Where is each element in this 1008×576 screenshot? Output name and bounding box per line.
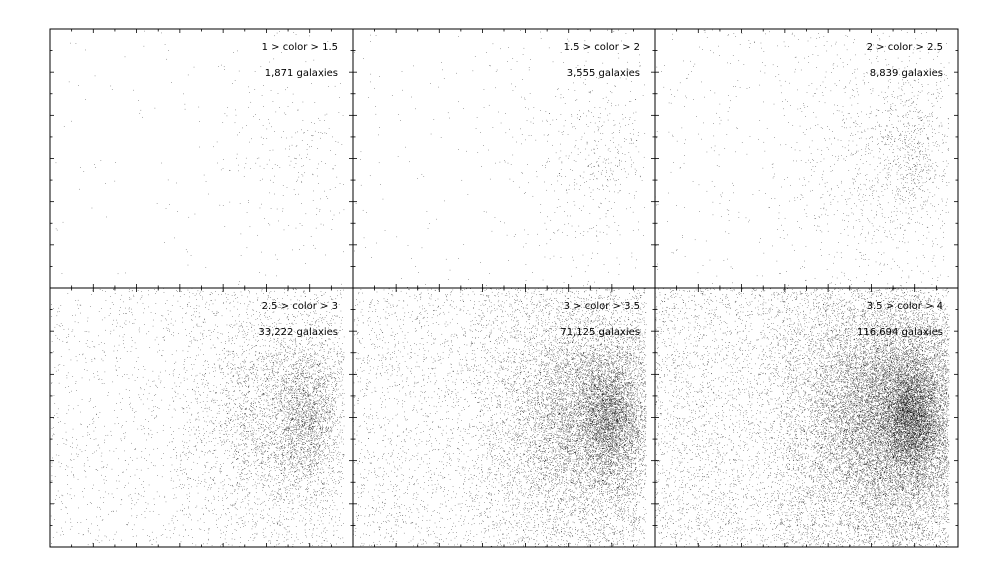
scatter-points xyxy=(50,29,353,288)
color-range-label: 1 > color > 1.5 xyxy=(262,42,338,53)
scatter-density-image xyxy=(50,29,353,288)
panel-4: 2.5 > color > 3 33,222 galaxies xyxy=(49,287,354,548)
panel-3: 2 > color > 2.5 8,839 galaxies xyxy=(654,28,959,289)
color-range-label: 3.5 > color > 4 xyxy=(867,301,943,312)
galaxy-count-label: 1,871 galaxies xyxy=(265,68,338,79)
galaxy-count-label: 8,839 galaxies xyxy=(870,68,943,79)
axis-ticks xyxy=(353,288,655,547)
scatter-points xyxy=(353,288,655,547)
scatter-density-image xyxy=(353,288,655,547)
scatter-density-image xyxy=(50,288,353,547)
scatter-points xyxy=(655,29,958,288)
galaxy-count-label: 33,222 galaxies xyxy=(258,327,338,338)
panel-5: 3 > color > 3.5 71,125 galaxies xyxy=(352,287,656,548)
scatter-density-image xyxy=(655,29,958,288)
panel-2: 1.5 > color > 2 3,555 galaxies xyxy=(352,28,656,289)
panel-1: 1 > color > 1.5 1,871 galaxies xyxy=(49,28,354,289)
scatter-density-image xyxy=(353,29,655,288)
color-range-label: 1.5 > color > 2 xyxy=(564,42,640,53)
galaxy-count-label: 71,125 galaxies xyxy=(560,327,640,338)
galaxy-count-label: 116,694 galaxies xyxy=(857,327,943,338)
axis-ticks xyxy=(655,29,958,288)
galaxy-count-label: 3,555 galaxies xyxy=(567,68,640,79)
scatter-points xyxy=(50,288,353,547)
axis-ticks xyxy=(50,288,353,547)
color-range-label: 2.5 > color > 3 xyxy=(262,301,338,312)
axis-ticks xyxy=(353,29,655,288)
scatter-density-image xyxy=(655,288,958,547)
color-range-label: 3 > color > 3.5 xyxy=(564,301,640,312)
color-range-label: 2 > color > 2.5 xyxy=(867,42,943,53)
scatter-points xyxy=(655,288,958,547)
axis-ticks xyxy=(655,288,958,547)
panel-6: 3.5 > color > 4 116,694 galaxies xyxy=(654,287,959,548)
scatter-points xyxy=(353,29,655,288)
